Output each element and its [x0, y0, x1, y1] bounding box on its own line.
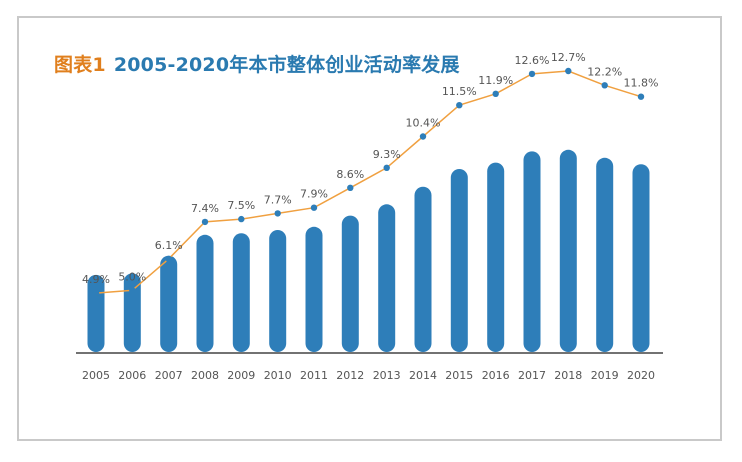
x-tick-label: 2008: [191, 369, 219, 382]
chart-title: 图表1 2005-2020年本市整体创业活动率发展: [54, 50, 460, 77]
data-point: [601, 82, 608, 89]
data-label: 7.5%: [227, 199, 255, 212]
bar: [196, 234, 214, 352]
data-label: 12.7%: [551, 51, 586, 64]
x-tick-label: 2007: [155, 369, 183, 382]
data-label: 10.4%: [406, 117, 441, 130]
data-label: 6.1%: [155, 239, 183, 252]
x-tick-label: 2013: [373, 369, 401, 382]
data-point: [165, 255, 172, 263]
data-label: 9.3%: [373, 148, 401, 161]
bar: [87, 274, 105, 352]
bar: [596, 157, 614, 352]
bar: [632, 164, 650, 352]
x-tick-label: 2017: [518, 369, 546, 382]
bar: [523, 151, 541, 352]
data-point: [383, 164, 390, 171]
data-point: [92, 289, 100, 297]
data-point: [565, 67, 572, 75]
x-tick-label: 2011: [300, 369, 328, 382]
data-label: 7.9%: [300, 188, 328, 201]
data-label: 7.4%: [191, 202, 219, 215]
bar: [232, 233, 250, 352]
bar: [378, 204, 396, 352]
data-label: 11.5%: [442, 85, 477, 98]
x-tick-label: 2009: [227, 369, 255, 382]
figure-label: 图表1: [54, 54, 106, 76]
x-tick-label: 2018: [554, 369, 582, 382]
bar: [487, 162, 505, 352]
bar: [305, 226, 323, 352]
x-tick-label: 2006: [118, 369, 146, 382]
data-point: [310, 204, 318, 211]
data-point: [419, 133, 427, 140]
data-point: [528, 70, 536, 78]
data-label: 7.7%: [264, 193, 292, 206]
bar: [414, 186, 432, 352]
x-tick-label: 2020: [627, 369, 655, 382]
data-point: [347, 184, 354, 191]
bar: [450, 169, 468, 352]
title-text: 2005-2020年本市整体创业活动率发展: [113, 54, 460, 76]
x-tick-label: 2016: [482, 369, 510, 382]
x-tick-label: 2012: [336, 369, 364, 382]
x-tick-label: 2014: [409, 369, 437, 382]
data-point: [238, 215, 245, 223]
data-label: 8.6%: [336, 168, 364, 181]
data-point: [492, 90, 499, 98]
data-point: [201, 218, 209, 226]
x-tick-label: 2005: [82, 369, 110, 382]
data-point: [274, 210, 281, 217]
x-tick-label: 2019: [591, 369, 619, 382]
bar: [123, 273, 141, 352]
bar: [269, 230, 287, 352]
bar: [559, 149, 577, 352]
data-label: 12.2%: [587, 65, 622, 78]
bar: [160, 255, 178, 352]
data-point: [637, 93, 645, 100]
data-point: [129, 287, 136, 294]
trend-line: [95, 70, 642, 294]
x-tick-label: 2010: [264, 369, 292, 382]
data-point: [456, 102, 463, 109]
data-label: 12.6%: [515, 54, 550, 67]
data-label: 4.9%: [82, 273, 110, 286]
bar: [341, 215, 359, 352]
x-tick-label: 2015: [445, 369, 473, 382]
data-label: 11.9%: [478, 74, 513, 87]
data-label: 11.8%: [624, 77, 659, 90]
data-label: 5.0%: [118, 270, 146, 283]
